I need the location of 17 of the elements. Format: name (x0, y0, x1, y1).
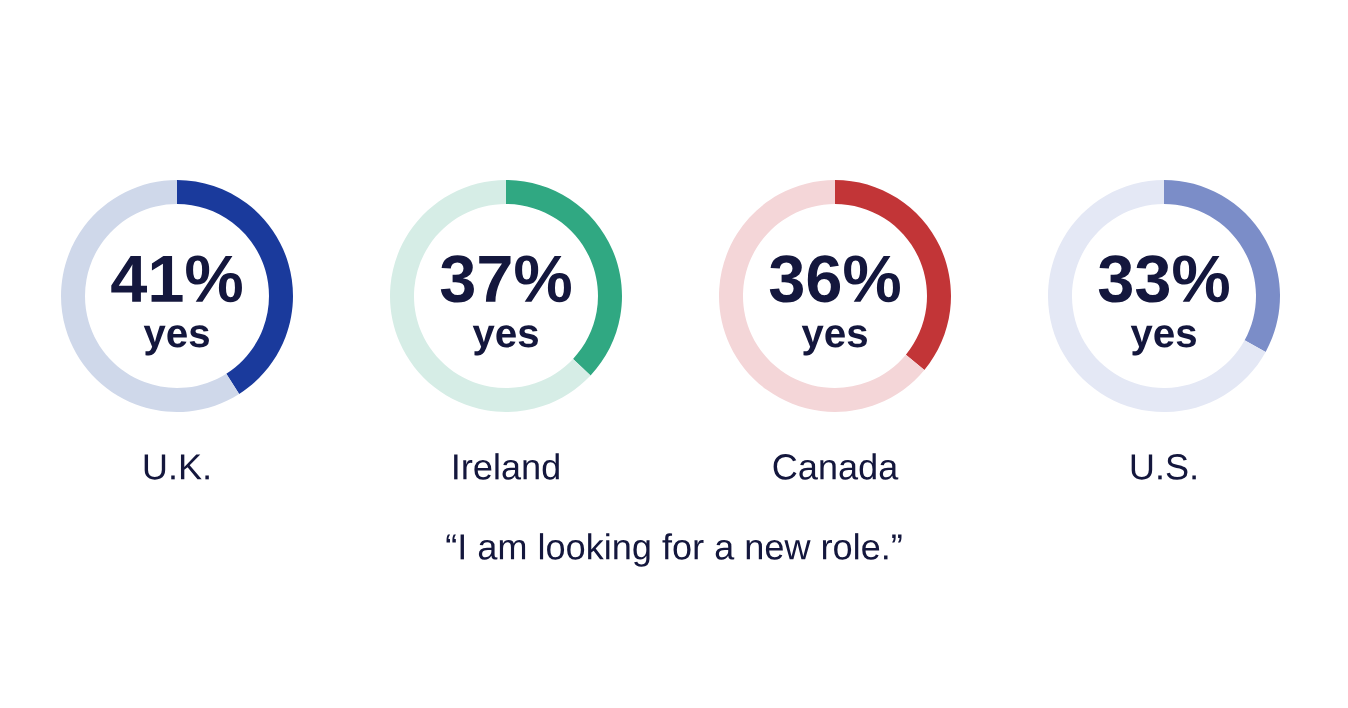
data-label: 37% (440, 255, 571, 303)
text: “I am looking for a new role.” (446, 533, 902, 567)
data-label: 36% (769, 255, 900, 303)
donut-slice (390, 180, 591, 412)
text: Canada (773, 453, 899, 480)
data-label: 41% (111, 255, 242, 303)
donut-slice (1048, 180, 1266, 412)
slice-label: yes (472, 325, 538, 356)
slice-label: yes (1130, 325, 1196, 356)
text: U.K. (144, 454, 209, 480)
text: U.S. (1131, 454, 1196, 480)
data-label: 33% (1098, 255, 1229, 303)
slice-label: yes (801, 325, 867, 356)
text: Ireland (454, 453, 559, 480)
slice-label: yes (143, 325, 209, 356)
donut-slice (61, 180, 240, 412)
donut-slice (719, 180, 925, 412)
